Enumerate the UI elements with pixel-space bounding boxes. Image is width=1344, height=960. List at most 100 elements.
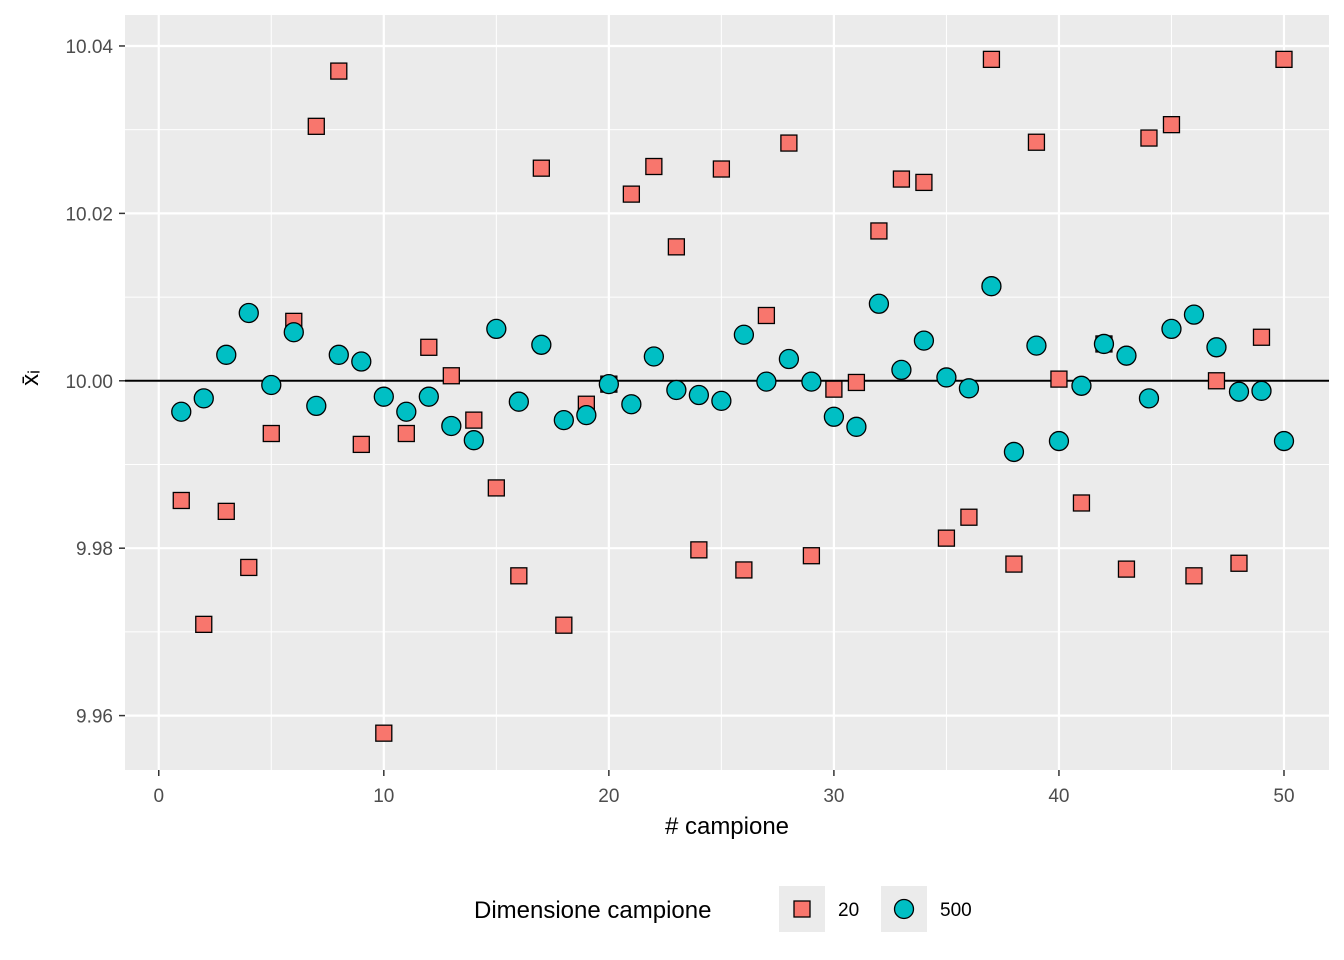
y-tick-label: 10.00 bbox=[65, 372, 113, 393]
data-point-500 bbox=[936, 367, 957, 388]
x-tick-label: 10 bbox=[373, 786, 394, 807]
data-point-20 bbox=[262, 424, 280, 443]
legend-title: Dimensione campione bbox=[474, 897, 711, 924]
data-point-500 bbox=[553, 409, 574, 431]
data-point-500 bbox=[823, 406, 845, 427]
data-point-20 bbox=[330, 62, 348, 80]
y-axis-title: x̄ᵢ bbox=[17, 370, 44, 386]
y-tick-label: 9.98 bbox=[76, 539, 113, 560]
data-point-20 bbox=[352, 435, 370, 454]
data-point-20 bbox=[487, 479, 505, 497]
data-point-20 bbox=[1072, 494, 1091, 512]
data-point-20 bbox=[532, 159, 550, 177]
series-500-points bbox=[171, 276, 1295, 463]
data-point-20 bbox=[172, 491, 190, 510]
data-point-500 bbox=[441, 415, 462, 437]
data-point-20 bbox=[735, 561, 753, 579]
data-point-20 bbox=[1207, 372, 1226, 390]
data-point-500 bbox=[373, 386, 394, 407]
data-point-20 bbox=[712, 160, 731, 178]
legend: Dimensione campione 20 500 bbox=[474, 886, 972, 932]
data-point-20 bbox=[1050, 370, 1068, 388]
data-point-20 bbox=[442, 367, 460, 385]
data-point-20 bbox=[1117, 560, 1136, 578]
data-point-20 bbox=[1275, 50, 1293, 69]
data-point-500 bbox=[1273, 430, 1295, 452]
data-point-20 bbox=[240, 558, 258, 577]
x-tick-label: 30 bbox=[823, 786, 844, 807]
data-point-20 bbox=[420, 338, 438, 356]
data-point-500 bbox=[1161, 318, 1182, 340]
data-point-500 bbox=[801, 371, 822, 392]
data-point-500 bbox=[463, 430, 484, 451]
data-point-20 bbox=[307, 117, 325, 135]
data-point-20 bbox=[375, 724, 393, 742]
legend-label-20: 20 bbox=[838, 900, 859, 921]
data-point-500 bbox=[1206, 337, 1227, 358]
data-point-500 bbox=[643, 346, 665, 367]
data-point-20 bbox=[645, 157, 663, 176]
data-point-500 bbox=[171, 401, 192, 422]
data-point-500 bbox=[351, 351, 372, 372]
data-point-20 bbox=[1185, 567, 1203, 585]
data-point-500 bbox=[1251, 380, 1272, 401]
data-point-500 bbox=[531, 334, 552, 355]
data-point-500 bbox=[958, 378, 980, 399]
data-point-500 bbox=[238, 302, 259, 324]
data-point-20 bbox=[1027, 133, 1046, 151]
data-point-500 bbox=[846, 416, 867, 437]
data-point-500 bbox=[216, 344, 237, 365]
data-point-20 bbox=[802, 547, 821, 565]
data-point-20 bbox=[555, 616, 573, 634]
data-point-20 bbox=[937, 529, 956, 547]
data-point-500 bbox=[1116, 345, 1137, 366]
data-point-20 bbox=[1162, 116, 1181, 134]
data-point-500 bbox=[486, 318, 507, 340]
data-point-20 bbox=[847, 373, 866, 392]
data-point-500 bbox=[1093, 333, 1115, 355]
data-point-500 bbox=[328, 344, 349, 365]
x-axis-title: # campione bbox=[665, 813, 789, 840]
y-tick-label: 10.02 bbox=[65, 204, 113, 225]
data-point-20 bbox=[1140, 129, 1158, 147]
data-point-20 bbox=[465, 411, 483, 429]
data-point-500 bbox=[1228, 381, 1250, 402]
data-point-500 bbox=[756, 371, 777, 392]
data-point-500 bbox=[1071, 375, 1092, 396]
y-axis: 9.96 9.98 10.00 10.02 10.04 bbox=[65, 37, 125, 728]
data-point-20 bbox=[825, 380, 843, 398]
data-point-500 bbox=[778, 348, 800, 370]
y-tick-label: 10.04 bbox=[65, 37, 113, 58]
data-point-20 bbox=[1252, 328, 1271, 346]
x-tick-label: 20 bbox=[598, 786, 619, 807]
data-point-20 bbox=[667, 238, 686, 256]
data-point-20 bbox=[622, 185, 641, 203]
x-tick-label: 40 bbox=[1048, 786, 1069, 807]
data-point-20 bbox=[757, 306, 776, 325]
y-tick-label: 9.96 bbox=[76, 707, 113, 728]
data-point-20 bbox=[1005, 555, 1023, 573]
data-point-20 bbox=[982, 50, 1001, 69]
data-point-500 bbox=[711, 390, 732, 412]
data-point-500 bbox=[1048, 430, 1070, 452]
data-point-500 bbox=[261, 374, 282, 396]
data-point-500 bbox=[1003, 441, 1025, 463]
legend-key-500-symbol bbox=[893, 898, 915, 920]
data-point-500 bbox=[666, 379, 687, 401]
data-point-20 bbox=[397, 424, 415, 443]
data-point-500 bbox=[733, 324, 755, 345]
data-point-500 bbox=[913, 330, 935, 351]
data-point-20 bbox=[780, 134, 798, 152]
x-tick-label: 0 bbox=[153, 786, 164, 807]
data-point-20 bbox=[892, 170, 911, 188]
data-point-500 bbox=[418, 386, 439, 407]
data-point-20 bbox=[960, 508, 978, 526]
data-point-500 bbox=[891, 359, 912, 381]
data-point-500 bbox=[1026, 335, 1047, 356]
x-tick-label: 50 bbox=[1273, 786, 1294, 807]
data-point-500 bbox=[868, 293, 890, 314]
data-point-500 bbox=[1183, 304, 1205, 325]
x-axis: 0 10 20 30 40 50 bbox=[153, 770, 1295, 807]
data-point-20 bbox=[217, 502, 235, 521]
